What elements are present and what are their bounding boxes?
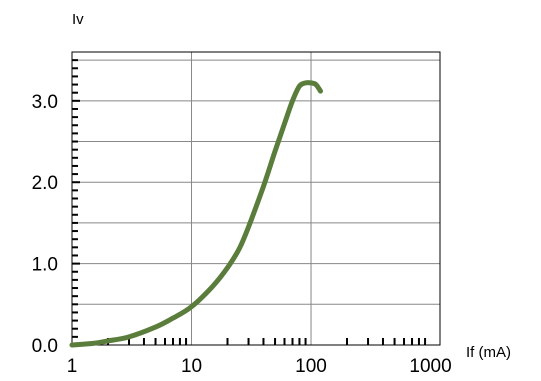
plot-frame <box>71 51 441 346</box>
series-line <box>69 80 323 348</box>
y-tick-label: 2.0 <box>32 173 58 194</box>
x-tick-label: 1 <box>67 356 78 377</box>
tick-labels: 1 10 100 1000 0.0 1.0 2.0 3.0 <box>32 92 452 377</box>
y-tick-label: 1.0 <box>32 255 58 276</box>
y-axis-label: Iv <box>72 11 84 28</box>
series-layer <box>69 80 323 348</box>
x-axis-label: If (mA) <box>466 344 511 361</box>
x-tick-label: 10 <box>181 356 202 377</box>
tick-marks <box>72 59 427 345</box>
y-tick-label: 3.0 <box>32 92 58 113</box>
y-tick-label: 0.0 <box>32 336 58 357</box>
x-tick-label: 100 <box>295 356 327 377</box>
grid <box>72 52 440 345</box>
x-tick-label: 1000 <box>409 356 451 377</box>
